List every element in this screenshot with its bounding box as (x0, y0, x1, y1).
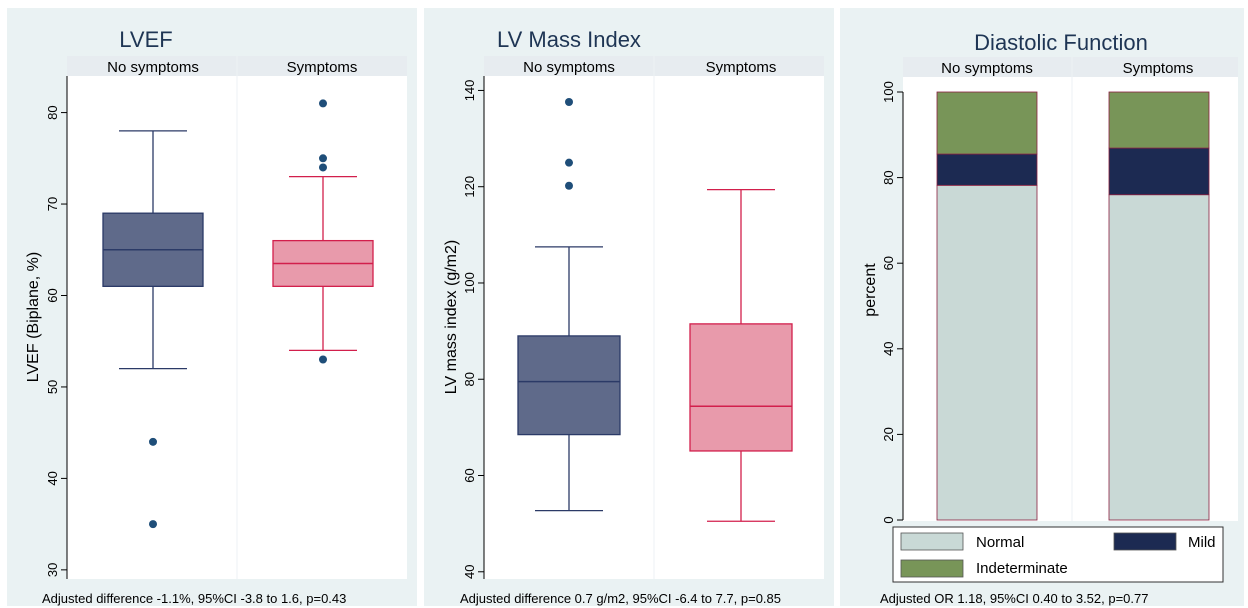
panel-diastolic: Diastolic Function percent No symptoms S… (840, 8, 1244, 606)
diastolic-plot: No symptoms Symptoms 0 20 40 60 80 100 (881, 57, 1238, 524)
lvef-tick-label: 60 (45, 288, 60, 302)
box-outlier (565, 158, 573, 167)
bar-segment-normal (936, 184, 1038, 521)
diastolic-ylabel-group: percent (862, 263, 879, 317)
lvmi-tick-label: 120 (462, 176, 477, 198)
lvmi-tick-label: 100 (462, 272, 477, 294)
lvef-ylabel-group: LVEF (Biplane, %) (25, 252, 42, 382)
diastolic-tick-label: 0 (881, 516, 896, 523)
diastolic-tick-label: 60 (881, 256, 896, 270)
box-outlier (319, 154, 327, 163)
lvef-tick-label: 80 (45, 105, 60, 119)
box-iqr (689, 323, 793, 452)
legend-swatch-normal (900, 532, 964, 551)
bar-segment-normal (1108, 194, 1210, 521)
box-iqr (517, 335, 621, 436)
diastolic-strip-label-symptoms: Symptoms (1123, 60, 1194, 77)
legend-swatch-indeterminate (900, 559, 964, 578)
lvmi-ylabel-group: LV mass index (g/m2) (443, 240, 460, 394)
diastolic-tick-label: 20 (881, 427, 896, 441)
lvmi-note: Adjusted difference 0.7 g/m2, 95%CI -6.4… (460, 591, 781, 606)
lvmi-tick-label: 140 (462, 80, 477, 102)
lvef-y-axis: 30 40 50 60 70 80 (45, 76, 68, 579)
lvmi-tick-label: 60 (462, 468, 477, 482)
lvef-note: Adjusted difference -1.1%, 95%CI -3.8 to… (42, 591, 346, 606)
panel-lvmi-title: LV Mass Index (497, 27, 641, 52)
diastolic-strip-label-no-symptoms: No symptoms (941, 60, 1033, 77)
lvef-ylabel: LVEF (Biplane, %) (25, 252, 42, 382)
legend-label-indeterminate: Indeterminate (976, 560, 1068, 577)
box-outlier (319, 99, 327, 108)
lvmi-y-axis: 40 60 80 100 120 140 (462, 76, 485, 579)
legend-label-mild: Mild (1188, 534, 1216, 551)
diastolic-bars (936, 57, 1210, 521)
lvef-strip-label-symptoms: Symptoms (287, 59, 358, 76)
lvef-tick-label: 30 (45, 563, 60, 577)
panel-lvef-title: LVEF (119, 27, 172, 52)
bar-segment-mild (936, 153, 1038, 186)
box-outlier (319, 163, 327, 172)
lvmi-tick-label: 80 (462, 372, 477, 386)
diastolic-tick-label: 100 (881, 81, 896, 103)
diastolic-y-axis: 0 20 40 60 80 100 (881, 81, 904, 524)
box-outlier (149, 520, 157, 529)
lvef-boxes (102, 56, 374, 579)
panel-diastolic-title: Diastolic Function (974, 30, 1148, 55)
box-outlier (565, 97, 573, 106)
lvef-tick-label: 40 (45, 471, 60, 485)
bar-segment-indeterminate (936, 91, 1038, 155)
legend-label-normal: Normal (976, 534, 1024, 551)
diastolic-ylabel: percent (862, 263, 879, 317)
diastolic-strip (903, 57, 1238, 77)
lvef-strip-label-no-symptoms: No symptoms (107, 59, 199, 76)
lvmi-strip-label-no-symptoms: No symptoms (523, 59, 615, 76)
lvef-tick-label: 50 (45, 380, 60, 394)
box-outlier (319, 355, 327, 364)
panel-lvef: LVEF LVEF (Biplane, %) No symptoms Sympt… (7, 8, 417, 606)
diastolic-tick-label: 80 (881, 170, 896, 184)
diastolic-legend: Normal Mild Indeterminate (892, 526, 1224, 583)
diastolic-tick-label: 40 (881, 342, 896, 356)
bar-segment-mild (1108, 147, 1210, 196)
box-outlier (565, 181, 573, 190)
lvef-plot: No symptoms Symptoms 30 40 50 60 70 80 (45, 56, 407, 579)
panel-lvmi: LV Mass Index LV mass index (g/m2) No sy… (424, 8, 834, 606)
lvmi-strip-label-symptoms: Symptoms (706, 59, 777, 76)
diastolic-note: Adjusted OR 1.18, 95%CI 0.40 to 3.52, p=… (880, 591, 1149, 606)
lvef-tick-label: 70 (45, 197, 60, 211)
lvmi-tick-label: 40 (462, 565, 477, 579)
lvmi-plot: No symptoms Symptoms 40 60 80 100 120 140 (462, 56, 824, 579)
box-outlier (149, 437, 157, 446)
legend-swatch-mild (1113, 532, 1177, 551)
lvmi-ylabel: LV mass index (g/m2) (443, 240, 460, 394)
bar-segment-indeterminate (1108, 91, 1210, 149)
lvmi-boxes (517, 56, 793, 579)
